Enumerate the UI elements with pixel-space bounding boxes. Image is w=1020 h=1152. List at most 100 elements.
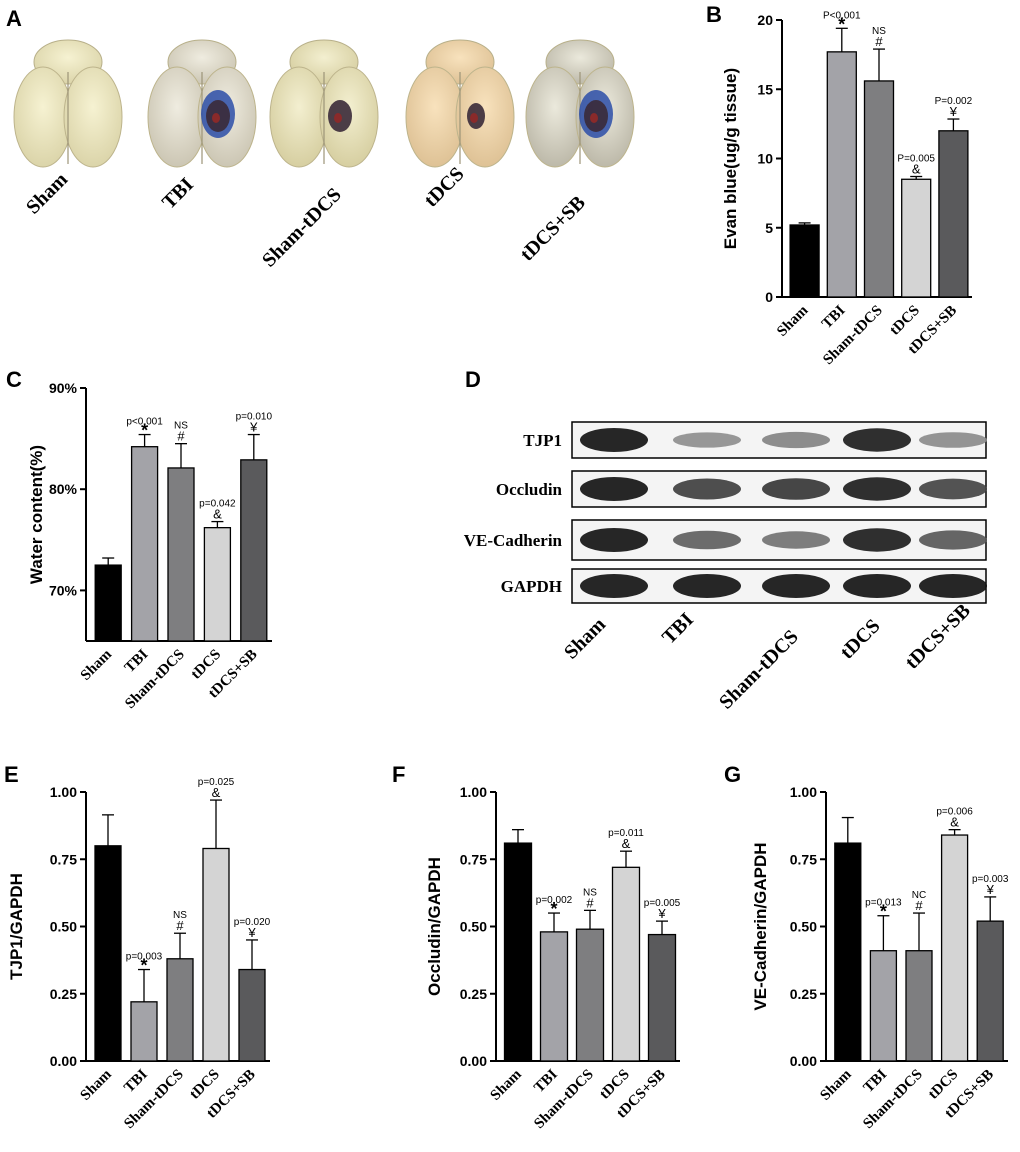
p-value-label: p=0.005: [644, 898, 681, 909]
x-tick-label: Sham: [488, 1066, 526, 1104]
bar-tdcs-sb: [240, 459, 268, 642]
significance-symbol: ¥: [249, 420, 258, 435]
y-tick-label: 20: [757, 12, 773, 28]
lane-label: tDCS+SB: [901, 600, 975, 674]
blot-label-gapdh: GAPDH: [501, 577, 562, 596]
bar-tdcs-sb: [238, 968, 266, 1062]
bar-sham-tdcs: [575, 928, 605, 1062]
significance-symbol: &: [213, 507, 222, 522]
y-tick-label: 10: [757, 151, 773, 167]
band: [762, 574, 830, 598]
p-value-label: p=0.006: [936, 807, 973, 818]
brain-label: TBI: [158, 173, 198, 213]
brain-tdcs-sb: tDCS+SB: [516, 39, 635, 266]
panel-d-western-blot: TJP1 Occludin VE-Cadherin GAPDH Sham TBI Sham-…: [464, 421, 987, 714]
bar-sham: [503, 842, 533, 1062]
bar-tdcs-sb: [647, 933, 677, 1062]
lesion-core: [470, 113, 478, 123]
lesion-core: [590, 113, 598, 123]
right-hemisphere: [455, 66, 515, 168]
chart-f-occludin: 0.00 0.25 0.50 0.75 1.00 Occludin/GAPDH Sham TB…: [425, 784, 681, 1132]
bar-tbi: [539, 931, 569, 1062]
y-tick-label: 0.00: [50, 1053, 77, 1069]
y-tick-label: 0: [765, 289, 773, 305]
band: [843, 574, 911, 598]
band: [843, 428, 911, 452]
p-value-label: NC: [912, 890, 926, 901]
y-axis-label: Water content(%): [27, 445, 46, 584]
bar-tdcs: [202, 847, 230, 1062]
band: [580, 528, 648, 552]
significance-symbol: ¥: [247, 925, 256, 940]
y-tick-label: 15: [757, 81, 773, 97]
bar-tdcs: [901, 178, 932, 298]
lesion-core: [334, 113, 342, 123]
lane-label: TBI: [658, 608, 698, 648]
y-tick-label: 0.75: [460, 851, 487, 867]
brain-sham: Sham: [13, 39, 123, 219]
y-tick-label: 90%: [49, 380, 78, 396]
x-tick-label: Sham: [774, 302, 812, 340]
lane-label: Sham-tDCS: [715, 626, 803, 714]
blot-label-occludin: Occludin: [496, 480, 563, 499]
bar-sham: [834, 842, 862, 1062]
x-tick-label: Sham: [78, 646, 116, 684]
significance-symbol: #: [177, 429, 185, 444]
x-tick-label: TBI: [531, 1066, 561, 1096]
y-tick-label: 0.25: [50, 986, 77, 1002]
significance-symbol: &: [212, 785, 221, 800]
bar-tbi: [826, 51, 857, 298]
band: [762, 531, 830, 549]
significance-symbol: #: [875, 34, 883, 49]
p-value-label: NS: [174, 421, 188, 432]
band: [580, 428, 648, 452]
left-hemisphere: [405, 66, 465, 168]
left-hemisphere: [147, 66, 207, 168]
bar-sham-tdcs: [167, 467, 195, 642]
x-tick-label: TBI: [819, 302, 849, 332]
panel-a-brain-photos: Sham TBI Sham-tDCS tDCS tDCS+SB: [13, 39, 635, 272]
significance-symbol: *: [550, 899, 557, 919]
left-hemisphere: [525, 66, 585, 168]
significance-symbol: &: [912, 162, 921, 177]
chart-b-evans-blue: 0 5 10 15 20 Evan blue(ug/g tissue) Sham TBI *P<…: [721, 10, 973, 368]
panel-label-d: D: [465, 367, 481, 392]
right-hemisphere: [63, 66, 123, 168]
panel-label-e: E: [4, 762, 19, 787]
band: [919, 574, 987, 598]
y-tick-label: 0.50: [460, 919, 487, 935]
significance-symbol: #: [586, 895, 594, 910]
band: [762, 478, 830, 500]
lesion-core: [212, 113, 220, 123]
p-value-label: p=0.042: [199, 499, 236, 510]
significance-symbol: ¥: [986, 882, 995, 897]
p-value-label: P<0.001: [823, 10, 861, 21]
y-axis-label: TJP1/GAPDH: [7, 873, 26, 980]
y-tick-label: 80%: [49, 481, 78, 497]
p-value-label: p=0.002: [536, 895, 573, 906]
band: [843, 528, 911, 552]
y-tick-label: 1.00: [460, 784, 487, 800]
y-tick-label: 0.50: [50, 919, 77, 935]
bar-tbi: [130, 1001, 158, 1062]
y-tick-label: 0.75: [790, 851, 817, 867]
brain-label: Sham-tDCS: [258, 184, 346, 272]
lane-label: tDCS: [836, 615, 885, 664]
p-value-label: P=0.002: [935, 96, 973, 107]
panel-label-c: C: [6, 367, 22, 392]
blot-label-ve-cadherin: VE-Cadherin: [464, 531, 563, 550]
x-tick-label: TBI: [861, 1066, 891, 1096]
band: [580, 477, 648, 501]
p-value-label: p=0.011: [608, 828, 644, 839]
brain-label: tDCS: [420, 163, 469, 212]
significance-symbol: *: [838, 14, 845, 34]
y-tick-label: 1.00: [50, 784, 77, 800]
significance-symbol: &: [950, 815, 959, 830]
significance-symbol: *: [140, 956, 147, 976]
y-tick-label: 0.50: [790, 919, 817, 935]
panel-label-a: A: [6, 6, 22, 31]
brain-label: tDCS+SB: [516, 192, 590, 266]
brain-sham-tdcs: Sham-tDCS: [258, 39, 379, 272]
